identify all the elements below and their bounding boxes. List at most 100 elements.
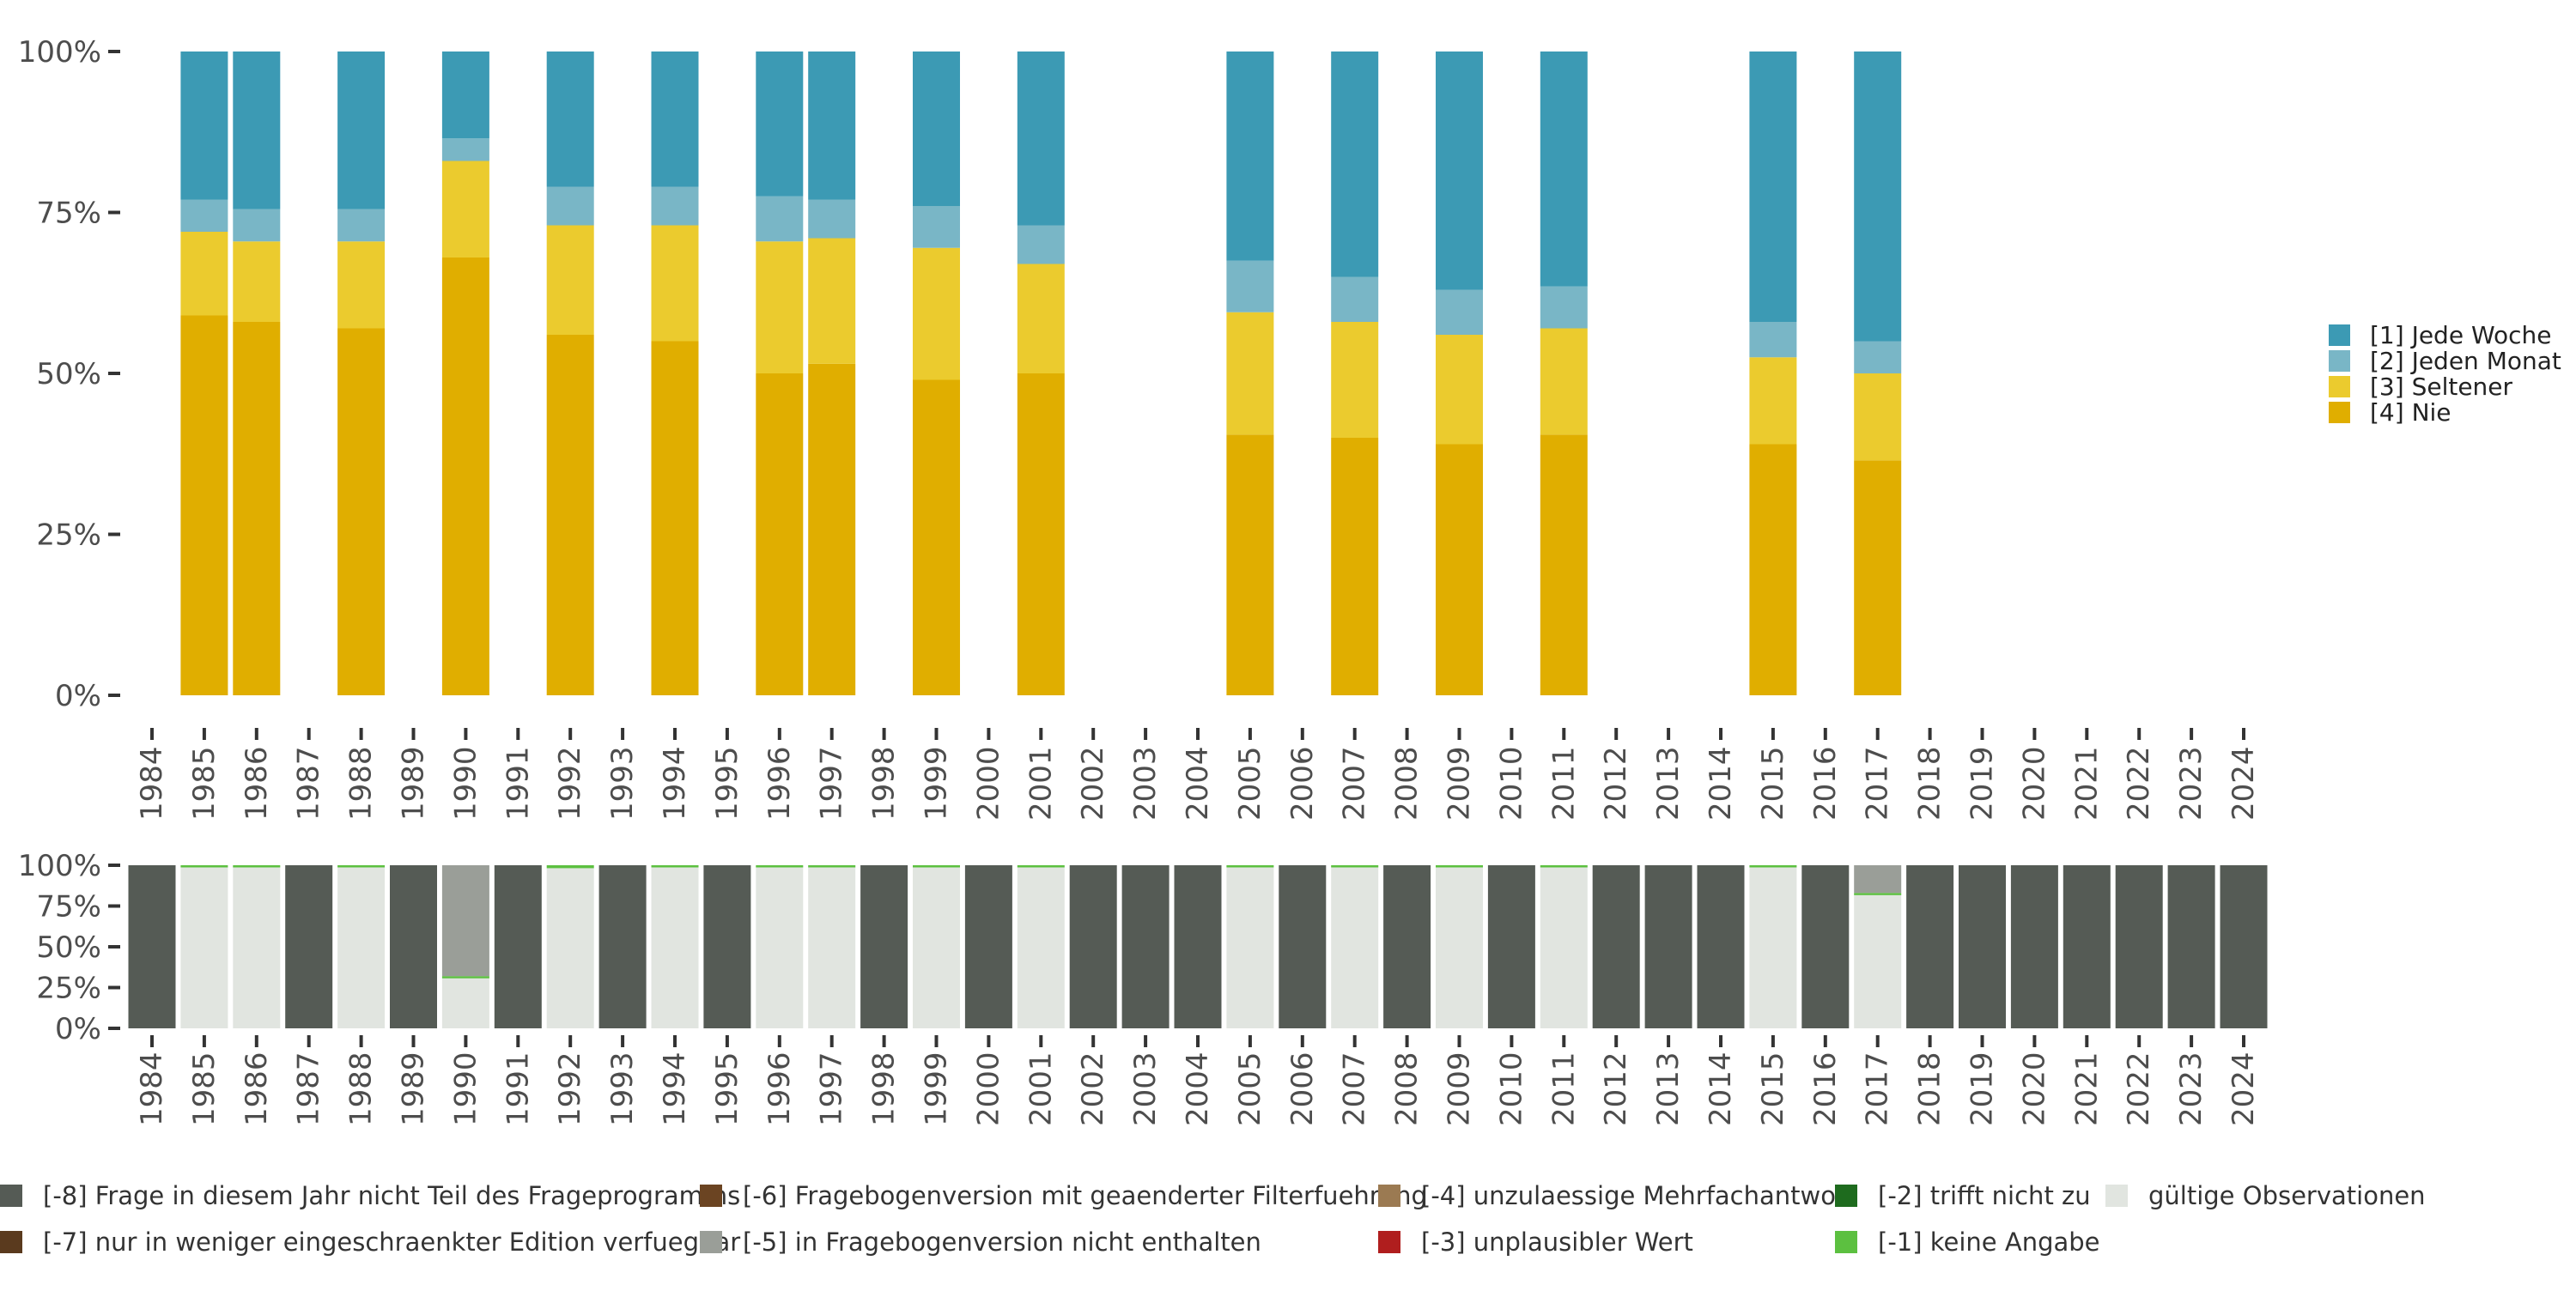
top-x-tick-label: 2003 xyxy=(1128,746,1163,821)
top-bar-2017-series-3 xyxy=(1854,52,1902,342)
bottom-bar-1992-keine-angabe xyxy=(546,865,594,869)
bottom-bar-2007-valid xyxy=(1331,865,1379,1028)
bottom-y-tick-label: 75% xyxy=(36,890,101,924)
bottom-bar-1993-not-in-program xyxy=(598,865,647,1028)
top-bar-2017-series-2 xyxy=(1854,341,1902,373)
top-bar-1990-series-3 xyxy=(441,52,489,139)
top-bar-2001-series-1 xyxy=(1017,264,1065,373)
top-bar-1996-series-2 xyxy=(756,196,804,242)
top-bar-2011-series-2 xyxy=(1540,286,1588,329)
top-bar-2015-series-1 xyxy=(1749,357,1797,445)
bottom-legend-swatch xyxy=(1835,1231,1857,1253)
top-x-tick-label: 2007 xyxy=(1338,746,1372,821)
bottom-bar-2009-keine-angabe xyxy=(1436,865,1483,868)
bottom-legend-swatch xyxy=(1378,1185,1400,1207)
bottom-bar-2014-not-in-program xyxy=(1697,865,1745,1028)
bottom-x-tick-label: 2003 xyxy=(1128,1052,1163,1126)
top-x-tick-label: 2023 xyxy=(2174,746,2208,821)
bottom-legend-label: [-8] Frage in diesem Jahr nicht Teil des… xyxy=(43,1181,740,1210)
top-bar-2007-series-3 xyxy=(1331,52,1379,277)
bottom-bar-1986-keine-angabe xyxy=(233,865,281,868)
bottom-legend-label: gültige Observationen xyxy=(2148,1181,2426,1210)
bottom-y-tick-label: 100% xyxy=(18,849,101,883)
top-legend-swatch xyxy=(2329,324,2350,346)
bottom-bar-1992-valid xyxy=(546,868,594,1028)
top-bar-2009-series-2 xyxy=(1436,289,1483,335)
top-x-tick-label: 1985 xyxy=(187,746,222,821)
top-bar-1994-series-3 xyxy=(651,52,699,187)
top-x-tick-label: 2005 xyxy=(1233,746,1267,821)
top-bar-1985-series-3 xyxy=(180,52,228,200)
bottom-x-tick-label: 1999 xyxy=(920,1052,954,1126)
top-y-tick-label: 25% xyxy=(36,518,101,553)
top-bar-1990-series-0 xyxy=(441,258,489,695)
bottom-x-tick-label: 1991 xyxy=(501,1052,535,1126)
top-x-tick-label: 2016 xyxy=(1808,746,1843,821)
top-bar-1986-series-1 xyxy=(233,241,281,322)
bottom-x-tick-label: 1987 xyxy=(292,1052,326,1126)
top-bar-1999-series-1 xyxy=(913,247,960,380)
top-x-tick-label: 2022 xyxy=(2122,746,2156,821)
bottom-bar-1985-keine-angabe xyxy=(180,865,228,868)
bottom-bar-2005-keine-angabe xyxy=(1226,865,1274,868)
bottom-x-tick-label: 1992 xyxy=(553,1052,587,1126)
top-bar-1988-series-1 xyxy=(337,241,386,329)
bottom-bar-1994-keine-angabe xyxy=(651,865,699,868)
top-bar-1994-series-0 xyxy=(651,341,699,695)
top-bar-1988-series-0 xyxy=(337,328,386,695)
top-bar-1992-series-2 xyxy=(546,186,594,226)
top-x-tick-label: 1990 xyxy=(448,746,483,821)
top-x-tick-label: 1999 xyxy=(920,746,954,821)
top-x-tick-label: 2019 xyxy=(1965,746,2000,821)
bottom-bar-2008-not-in-program xyxy=(1383,865,1431,1028)
bottom-bar-2001-keine-angabe xyxy=(1017,865,1065,868)
bottom-y-tick-label: 50% xyxy=(36,930,101,965)
bottom-bar-1989-not-in-program xyxy=(390,865,437,1028)
bottom-x-tick-label: 1993 xyxy=(605,1052,640,1126)
top-x-tick-label: 2018 xyxy=(1913,746,1947,821)
bottom-bar-1996-valid xyxy=(756,866,804,1028)
bottom-bar-2013-not-in-program xyxy=(1644,865,1692,1028)
bottom-bar-1998-not-in-program xyxy=(860,865,908,1028)
bottom-bar-1997-keine-angabe xyxy=(808,865,856,868)
top-legend-label: [1] Jede Woche xyxy=(2370,321,2552,349)
bottom-x-tick-label: 1989 xyxy=(397,1052,431,1126)
top-bar-2009-series-0 xyxy=(1436,444,1483,695)
bottom-legend-swatch xyxy=(2105,1185,2128,1207)
top-bar-2007-series-1 xyxy=(1331,322,1379,438)
bottom-bar-1986-valid xyxy=(233,866,281,1028)
top-bar-2015-series-3 xyxy=(1749,52,1797,322)
bottom-legend-swatch xyxy=(1835,1185,1857,1207)
top-bar-2011-series-3 xyxy=(1540,52,1588,287)
bottom-x-tick-label: 2019 xyxy=(1965,1052,2000,1126)
bottom-bar-1995-not-in-program xyxy=(703,865,751,1028)
top-bar-2017-series-0 xyxy=(1854,460,1902,695)
bottom-x-tick-label: 2018 xyxy=(1913,1052,1947,1126)
bottom-x-tick-label: 2020 xyxy=(2017,1052,2051,1126)
top-bar-1986-series-3 xyxy=(233,52,281,209)
bottom-bar-2021-not-in-program xyxy=(2063,865,2111,1028)
bottom-y-tick-label: 25% xyxy=(36,972,101,1006)
bottom-bar-1990-keine-angabe xyxy=(441,976,489,979)
top-bar-2011-series-1 xyxy=(1540,328,1588,435)
bottom-x-tick-label: 2024 xyxy=(2227,1052,2261,1126)
bottom-x-tick-label: 2022 xyxy=(2122,1052,2156,1126)
top-bar-2001-series-3 xyxy=(1017,52,1065,226)
bottom-bar-1996-keine-angabe xyxy=(756,865,804,868)
bottom-bar-2015-valid xyxy=(1749,865,1797,1028)
top-x-tick-label: 2010 xyxy=(1494,746,1528,821)
top-x-tick-label: 1995 xyxy=(710,746,744,821)
top-bar-2017-series-1 xyxy=(1854,373,1902,461)
bottom-x-tick-label: 1988 xyxy=(344,1052,379,1126)
bottom-x-tick-label: 2006 xyxy=(1285,1052,1320,1126)
bottom-legend-swatch xyxy=(0,1185,22,1207)
bottom-x-tick-label: 2007 xyxy=(1338,1052,1372,1126)
bottom-x-tick-label: 1996 xyxy=(762,1052,797,1126)
top-x-tick-label: 2015 xyxy=(1756,746,1790,821)
bottom-bar-2009-valid xyxy=(1436,865,1483,1028)
top-bar-1985-series-0 xyxy=(180,315,228,695)
bottom-bar-2024-not-in-program xyxy=(2220,865,2268,1028)
top-bar-1986-series-2 xyxy=(233,209,281,242)
